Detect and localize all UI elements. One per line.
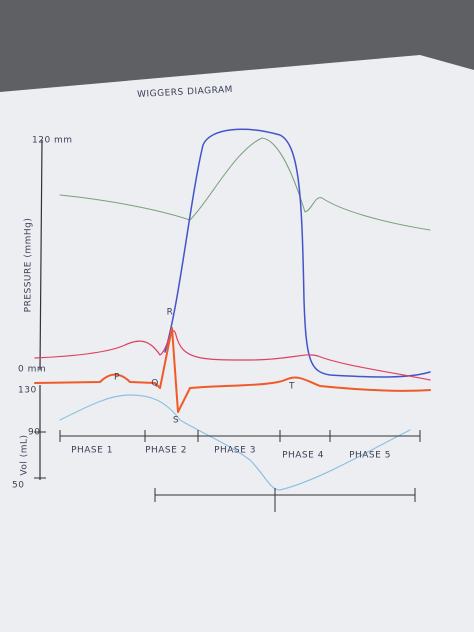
paper [0, 55, 474, 632]
pressure-top: 120 mm [32, 136, 73, 146]
phase-label: PHASE 2 [145, 446, 187, 456]
aortic-pressure [59, 137, 431, 231]
pressure-label: PRESSURE (mmHg) [24, 218, 34, 313]
phase-label: PHASE 1 [71, 446, 113, 456]
atrial-pressure [34, 330, 431, 381]
ecg-label: Q [151, 379, 159, 389]
ventricular-volume [59, 394, 411, 491]
phase-label: PHASE 4 [282, 451, 324, 461]
pressure-axis [39, 139, 43, 371]
phase-ticks [59, 430, 421, 442]
volume-tick: 90 [28, 428, 40, 438]
phase-label: PHASE 5 [349, 451, 391, 461]
ventricular-pressure [164, 128, 431, 378]
phase-label: PHASE 3 [214, 446, 256, 456]
bottom-ticks [154, 488, 416, 512]
volume-tick: 130 [18, 386, 37, 396]
volume-tick: 50 [12, 481, 24, 491]
ecg-label: R [167, 308, 174, 318]
ecg-label: S [173, 416, 179, 426]
ecg-label: P [114, 373, 120, 383]
ecg [34, 327, 431, 413]
volume-label: Vol (mL) [20, 434, 30, 475]
ecg-label: T [288, 382, 295, 392]
pressure-bottom: 0 mm [18, 365, 46, 375]
